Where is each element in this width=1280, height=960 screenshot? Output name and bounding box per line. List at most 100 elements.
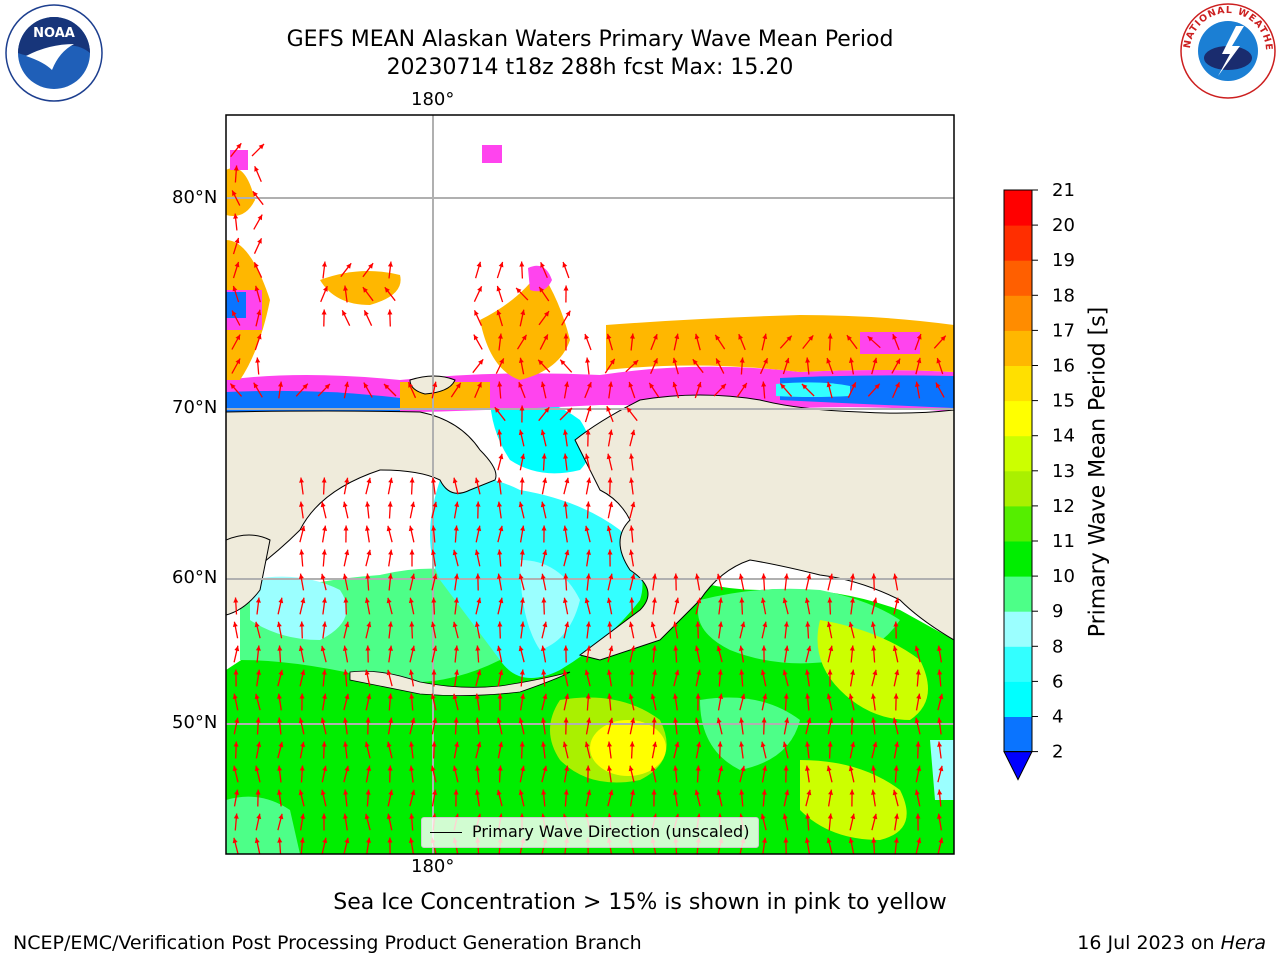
- wave-arrow-head: [278, 813, 284, 820]
- wave-arrow-head: [255, 717, 261, 723]
- wave-arrow-head: [673, 645, 679, 651]
- wave-arrow-head: [608, 573, 614, 580]
- wave-arrow-head: [455, 382, 461, 389]
- wave-arrow-head: [608, 645, 614, 652]
- wave-arrow-head: [300, 669, 306, 676]
- wave-arrow-head: [938, 765, 944, 772]
- wave-arrow-head: [564, 549, 570, 556]
- wave-arrow-head: [606, 333, 612, 340]
- wave-arrow-head: [410, 573, 416, 580]
- wave-arrow-head: [563, 501, 569, 507]
- wave-arrow-head: [607, 477, 613, 483]
- wave-arrow-head: [252, 191, 258, 197]
- wave-arrow-head: [299, 549, 305, 555]
- wave-arrow-head: [475, 645, 481, 651]
- wave-arrow-head: [277, 717, 283, 723]
- wave-arrow-head: [452, 765, 458, 772]
- wave-arrow-head: [321, 309, 327, 315]
- wave-arrow-head: [585, 693, 591, 699]
- wave-arrow-head: [278, 669, 284, 676]
- wave-arrow-head: [914, 717, 920, 724]
- wave-arrow-head: [232, 837, 238, 844]
- wave-arrow-head: [409, 621, 415, 627]
- wave-arrow-head: [696, 741, 702, 747]
- wave-arrow-head: [606, 597, 612, 603]
- wave-arrow-head: [674, 333, 680, 340]
- wave-arrow-head: [805, 357, 811, 363]
- wave-arrow-head: [453, 717, 459, 723]
- wave-arrow-head: [232, 310, 237, 317]
- wave-arrow-head: [715, 334, 721, 341]
- wave-arrow-head: [763, 358, 768, 364]
- wave-arrow-head: [322, 765, 328, 772]
- wave-arrow-head: [431, 549, 436, 555]
- wave-arrow-head: [872, 669, 878, 676]
- wave-arrow-head: [541, 525, 547, 531]
- wave-arrow-head: [608, 717, 614, 724]
- wave-arrow-head: [520, 453, 526, 460]
- wave-arrow-head: [364, 597, 370, 603]
- wave-arrow-head: [431, 477, 436, 483]
- wave-arrow-head: [740, 621, 746, 628]
- wave-arrow-head: [518, 717, 524, 724]
- wave-arrow-head: [540, 573, 546, 580]
- wave-arrow-head: [586, 477, 592, 483]
- wave-arrow-head: [696, 669, 702, 676]
- wave-arrow-head: [300, 525, 306, 532]
- wave-arrow-head: [476, 261, 482, 268]
- wave-arrow-head: [497, 477, 503, 483]
- wave-arrow-head: [432, 789, 438, 795]
- wave-arrow-head: [255, 357, 261, 363]
- wave-arrow-head: [563, 429, 568, 435]
- wave-arrow-head: [804, 837, 810, 843]
- wave-arrow-head: [784, 789, 790, 796]
- wave-arrow-head: [563, 285, 569, 291]
- wave-arrow-head: [630, 789, 636, 795]
- wave-arrow-head: [476, 597, 482, 604]
- wave-arrow-head: [782, 597, 788, 604]
- wave-arrow-head: [368, 263, 374, 269]
- wave-arrow-head: [937, 717, 942, 723]
- wave-arrow-head: [366, 549, 372, 556]
- wave-arrow-head: [540, 262, 545, 268]
- wave-arrow-head: [344, 765, 350, 772]
- footer-date-text: 16 Jul 2023 on: [1077, 932, 1221, 954]
- noaa-logo-icon: NOAA: [5, 4, 103, 102]
- wave-arrow-head: [783, 573, 789, 579]
- wave-arrow-head: [608, 429, 614, 435]
- wave-arrow-head: [586, 549, 591, 555]
- wave-arrow-head: [629, 453, 634, 459]
- wave-arrow-head: [630, 429, 636, 436]
- wave-arrow-head: [673, 717, 679, 723]
- wave-arrow-head: [871, 645, 877, 651]
- wave-arrow-head: [254, 621, 260, 628]
- wave-arrow-head: [410, 645, 416, 652]
- wave-arrow-head: [541, 597, 547, 603]
- wave-arrow-head: [562, 741, 568, 748]
- wave-arrow-head: [299, 837, 305, 843]
- wave-arrow-head: [432, 381, 438, 388]
- wave-arrow-head: [299, 621, 305, 627]
- wave-arrow-head: [300, 813, 305, 819]
- wave-arrow-head: [474, 549, 480, 556]
- wave-arrow-head: [387, 261, 393, 267]
- wave-arrow-head: [542, 693, 548, 700]
- wave-arrow-head: [586, 405, 592, 412]
- wave-arrow-head: [566, 408, 572, 414]
- wave-arrow-head: [805, 765, 810, 771]
- wave-arrow-head: [276, 621, 282, 627]
- wave-arrow-head: [362, 287, 368, 293]
- wave-arrow-head: [672, 357, 678, 364]
- wave-arrow-head: [540, 429, 546, 436]
- wave-arrow-head: [916, 765, 922, 772]
- wave-arrow-head: [716, 789, 722, 796]
- wave-arrow-head: [278, 381, 283, 387]
- wave-arrow-head: [808, 335, 814, 341]
- wave-arrow-head: [649, 382, 655, 389]
- wave-arrow-head: [388, 645, 393, 651]
- wave-arrow-head: [584, 453, 590, 460]
- wave-arrow-head: [477, 286, 482, 292]
- wave-arrow-head: [937, 741, 942, 747]
- longitude-label-top: 180°: [411, 89, 455, 110]
- wave-arrow-head: [234, 789, 240, 795]
